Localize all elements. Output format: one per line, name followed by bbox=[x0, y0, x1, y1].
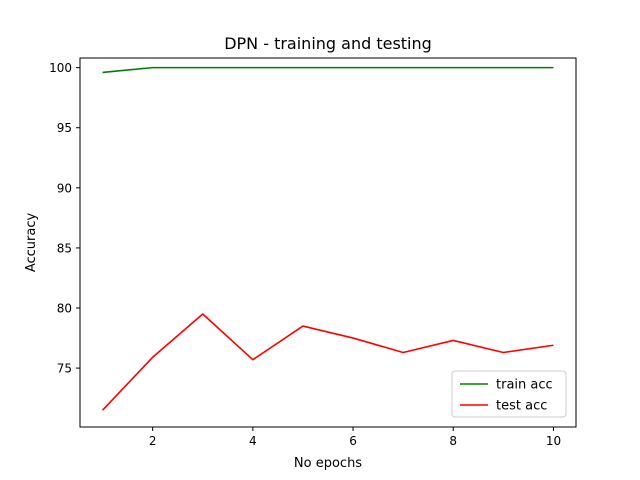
legend-label: train acc bbox=[496, 378, 553, 393]
x-tick-label: 4 bbox=[249, 434, 257, 448]
series-line-train-acc bbox=[102, 66, 554, 74]
y-tick-label: 80 bbox=[57, 302, 72, 316]
y-axis-label: Accuracy bbox=[24, 213, 39, 273]
y-tick-label: 100 bbox=[49, 61, 72, 75]
x-tick-label: 10 bbox=[546, 434, 561, 448]
x-tick-label: 6 bbox=[349, 434, 357, 448]
x-tick-label: 8 bbox=[449, 434, 457, 448]
series-layer bbox=[101, 66, 554, 411]
legend-label: test acc bbox=[496, 399, 547, 414]
x-tick-label: 2 bbox=[149, 434, 157, 448]
series-line-test-acc bbox=[101, 313, 554, 411]
y-tick-label: 95 bbox=[57, 121, 72, 135]
chart-title: DPN - training and testing bbox=[224, 34, 432, 53]
y-tick-label: 75 bbox=[57, 362, 72, 376]
x-axis: 2 4 6 8 10 bbox=[149, 427, 561, 448]
y-tick-label: 85 bbox=[57, 241, 72, 255]
y-tick-label: 90 bbox=[57, 181, 72, 195]
legend: train acc test acc bbox=[451, 370, 567, 418]
x-axis-label: No epochs bbox=[294, 456, 362, 471]
plot-frame bbox=[79, 57, 577, 428]
y-axis: 75 80 85 90 95 100 bbox=[49, 61, 80, 376]
